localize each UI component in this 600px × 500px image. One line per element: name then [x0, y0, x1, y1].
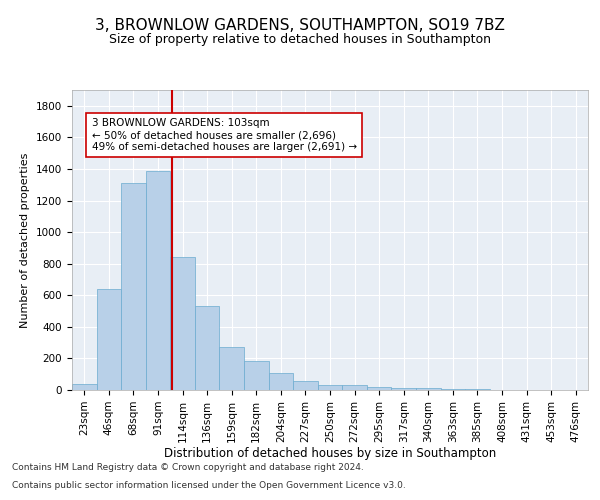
Bar — [121, 183, 146, 390]
Text: Size of property relative to detached houses in Southampton: Size of property relative to detached ho… — [109, 32, 491, 46]
Bar — [244, 361, 269, 390]
Text: Contains public sector information licensed under the Open Government Licence v3: Contains public sector information licen… — [12, 481, 406, 490]
Bar — [416, 388, 440, 390]
Bar — [269, 374, 293, 390]
Text: Contains HM Land Registry data © Crown copyright and database right 2024.: Contains HM Land Registry data © Crown c… — [12, 464, 364, 472]
Bar — [391, 388, 416, 390]
Bar — [220, 348, 244, 390]
Bar — [72, 384, 97, 390]
Text: 3, BROWNLOW GARDENS, SOUTHAMPTON, SO19 7BZ: 3, BROWNLOW GARDENS, SOUTHAMPTON, SO19 7… — [95, 18, 505, 32]
Bar — [293, 380, 318, 390]
Text: 3 BROWNLOW GARDENS: 103sqm
← 50% of detached houses are smaller (2,696)
49% of s: 3 BROWNLOW GARDENS: 103sqm ← 50% of deta… — [92, 118, 357, 152]
Y-axis label: Number of detached properties: Number of detached properties — [20, 152, 31, 328]
Bar — [195, 306, 220, 390]
Bar — [146, 170, 170, 390]
Bar — [342, 386, 367, 390]
X-axis label: Distribution of detached houses by size in Southampton: Distribution of detached houses by size … — [164, 448, 496, 460]
Bar — [440, 389, 465, 390]
Bar — [465, 389, 490, 390]
Bar — [170, 258, 195, 390]
Bar — [367, 387, 391, 390]
Bar — [97, 289, 121, 390]
Bar — [318, 386, 342, 390]
